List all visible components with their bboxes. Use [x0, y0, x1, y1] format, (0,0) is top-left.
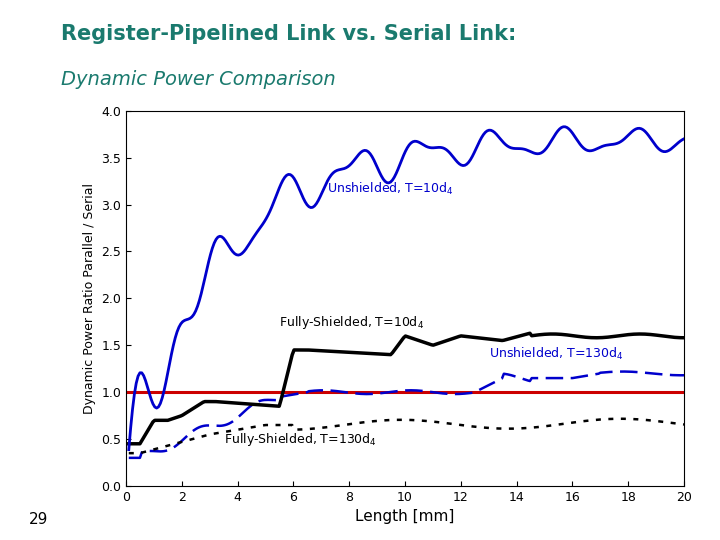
- Text: Unshielded, T=10d$_4$: Unshielded, T=10d$_4$: [327, 181, 454, 197]
- Text: Dynamic Power Comparison: Dynamic Power Comparison: [61, 70, 336, 89]
- Text: Fully-Shielded, T=10d$_4$: Fully-Shielded, T=10d$_4$: [279, 314, 425, 331]
- Y-axis label: Dynamic Power Ratio Parallel / Serial: Dynamic Power Ratio Parallel / Serial: [83, 183, 96, 414]
- Text: Fully-Shielded, T=130d$_4$: Fully-Shielded, T=130d$_4$: [224, 430, 377, 448]
- Text: Register-Pipelined Link vs. Serial Link:: Register-Pipelined Link vs. Serial Link:: [61, 24, 516, 44]
- X-axis label: Length [mm]: Length [mm]: [355, 509, 455, 524]
- Text: 29: 29: [29, 511, 48, 526]
- Text: Unshielded, T=130d$_4$: Unshielded, T=130d$_4$: [489, 346, 624, 362]
